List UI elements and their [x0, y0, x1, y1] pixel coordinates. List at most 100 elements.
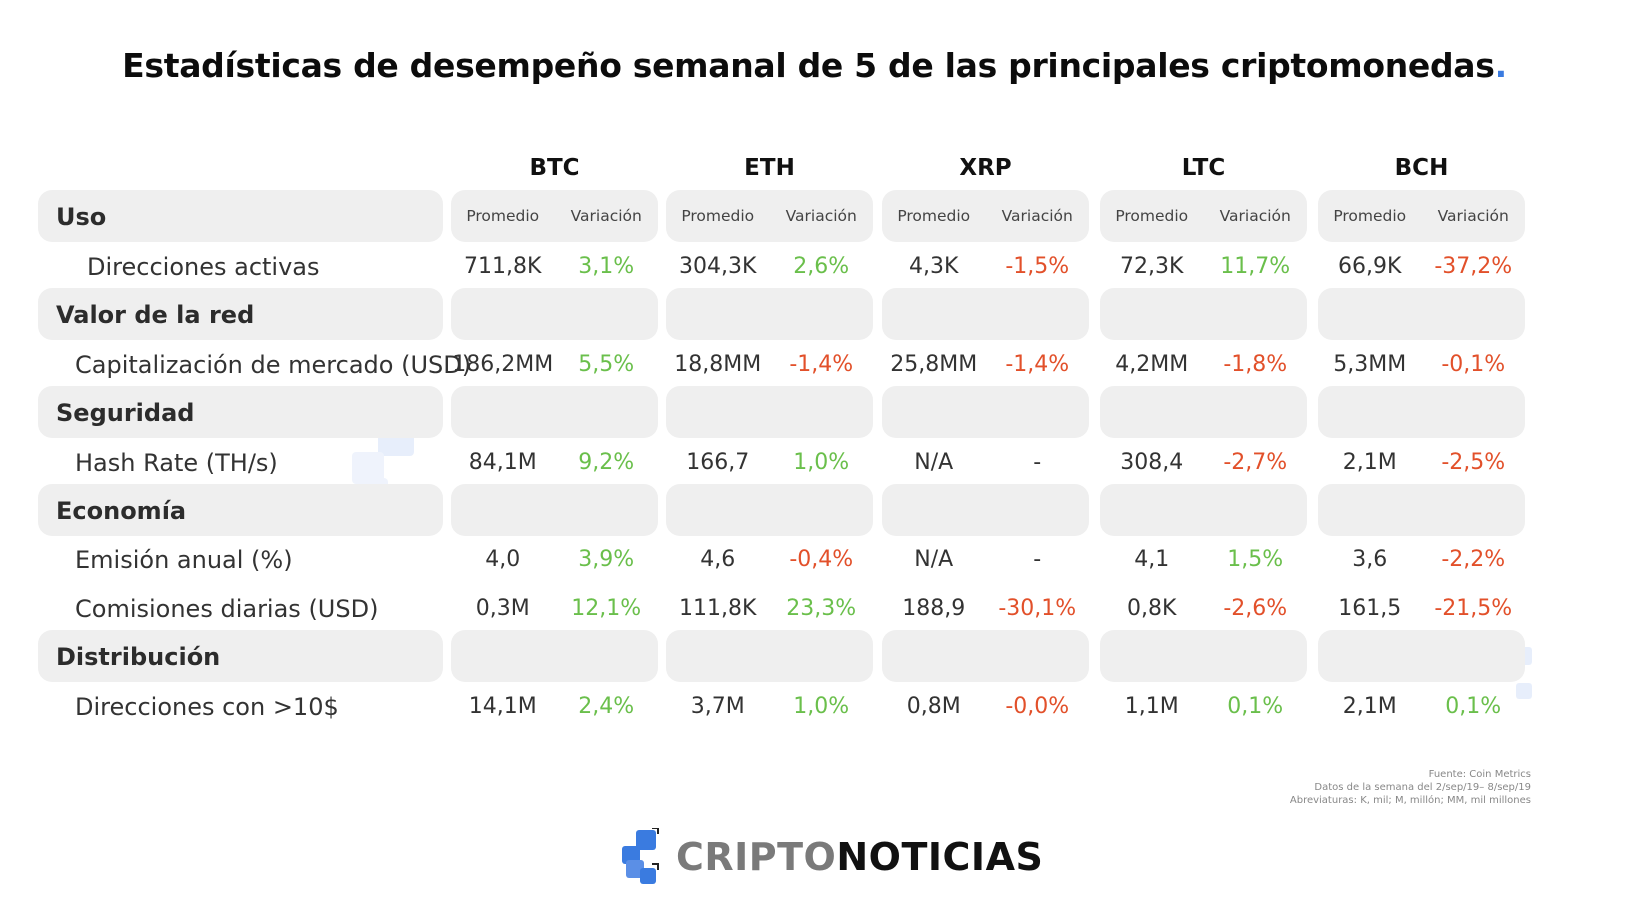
coin-header-ltc: LTC — [1181, 155, 1226, 181]
cell-promedio: 4,1 — [1134, 547, 1170, 572]
category-band-cell — [666, 386, 873, 438]
category-band-cell — [882, 288, 1089, 340]
cell-variacion: 23,3% — [786, 596, 857, 621]
row-label-direcciones-activas: Direcciones activas — [87, 253, 320, 281]
coin-header-bch: BCH — [1394, 155, 1449, 181]
cell-promedio: 188,9 — [902, 596, 966, 621]
category-band-cell — [1100, 630, 1307, 682]
cell-promedio: 4,3K — [909, 254, 959, 279]
cell-variacion: 1,0% — [793, 450, 850, 475]
cell-variacion: 2,6% — [793, 254, 850, 279]
cell-variacion: 11,7% — [1220, 254, 1291, 279]
cell-promedio: 186,2MM — [452, 352, 554, 377]
cell-promedio: 14,1M — [468, 694, 537, 719]
subheader-promedio: Promedio — [1333, 207, 1407, 225]
subheader-variacion: Variación — [1437, 207, 1509, 225]
category-economia: Economía — [56, 497, 187, 525]
category-band-cell — [1318, 386, 1525, 438]
category-band-cell — [666, 288, 873, 340]
cell-variacion: -37,2% — [1434, 254, 1513, 279]
cell-variacion: -1,8% — [1223, 352, 1288, 377]
cell-promedio: 66,9K — [1338, 254, 1402, 279]
category-band-cell — [666, 190, 873, 242]
cell-variacion: -1,5% — [1005, 254, 1070, 279]
subheader-promedio: Promedio — [897, 207, 971, 225]
category-band-cell — [666, 630, 873, 682]
cell-promedio: 304,3K — [679, 254, 757, 279]
cell-variacion: - — [1033, 450, 1042, 475]
category-band-label — [38, 630, 443, 682]
subheader-variacion: Variación — [1219, 207, 1291, 225]
category-band-label — [38, 288, 443, 340]
subheader-variacion: Variación — [785, 207, 857, 225]
brand-name-part2: NOTICIAS — [836, 835, 1044, 879]
cell-variacion: 12,1% — [571, 596, 642, 621]
cell-promedio: 84,1M — [468, 450, 537, 475]
cell-promedio: N/A — [914, 547, 954, 572]
cell-variacion: -0,4% — [789, 547, 854, 572]
cell-promedio: 18,8MM — [674, 352, 762, 377]
cell-variacion: 5,5% — [578, 352, 635, 377]
cell-promedio: 25,8MM — [890, 352, 978, 377]
category-uso: Uso — [56, 203, 107, 231]
coin-header-eth: ETH — [744, 155, 795, 181]
title-text: Estadísticas de desempeño semanal de 5 d… — [122, 46, 1495, 85]
cell-variacion: -0,1% — [1441, 352, 1506, 377]
brand-name-part1: CRIPTO — [676, 835, 837, 879]
category-band-cell — [666, 484, 873, 536]
cell-variacion: 0,1% — [1445, 694, 1502, 719]
category-band-cell — [1318, 484, 1525, 536]
cell-promedio: 0,8K — [1127, 596, 1177, 621]
cell-variacion: -1,4% — [1005, 352, 1070, 377]
category-band-label — [38, 484, 443, 536]
cell-variacion: -21,5% — [1434, 596, 1513, 621]
category-seguridad: Seguridad — [56, 399, 195, 427]
subheader-promedio: Promedio — [1115, 207, 1189, 225]
cell-promedio: 3,6 — [1352, 547, 1388, 572]
cell-promedio: 0,3M — [475, 596, 530, 621]
cell-variacion: 3,1% — [578, 254, 635, 279]
subheader-promedio: Promedio — [681, 207, 755, 225]
category-band-label — [38, 386, 443, 438]
cell-promedio: 1,1M — [1124, 694, 1179, 719]
subheader-promedio: Promedio — [466, 207, 540, 225]
cell-variacion: 0,1% — [1227, 694, 1284, 719]
cell-promedio: 72,3K — [1120, 254, 1184, 279]
cell-promedio: N/A — [914, 450, 954, 475]
cell-variacion: 1,0% — [793, 694, 850, 719]
row-label-capitalizacion: Capitalización de mercado (USD) — [75, 351, 472, 379]
cell-variacion: -2,5% — [1441, 450, 1506, 475]
category-distribucion: Distribución — [56, 643, 221, 671]
subheader-variacion: Variación — [1001, 207, 1073, 225]
cell-promedio: 166,7 — [686, 450, 750, 475]
cell-variacion: -2,2% — [1441, 547, 1506, 572]
cell-promedio: 711,8K — [464, 254, 542, 279]
period-note: Datos de la semana del 2/sep/19– 8/sep/1… — [1314, 782, 1531, 793]
brand-name: CRIPTONOTICIAS — [676, 832, 1043, 882]
cell-variacion: -0,0% — [1005, 694, 1070, 719]
category-band-cell — [1100, 484, 1307, 536]
category-band-cell — [1318, 630, 1525, 682]
category-band-cell — [451, 190, 658, 242]
row-label-hash-rate: Hash Rate (TH/s) — [75, 449, 278, 477]
category-band-cell — [1318, 288, 1525, 340]
category-band-cell — [1100, 190, 1307, 242]
cell-promedio: 111,8K — [679, 596, 757, 621]
cell-promedio: 3,7M — [690, 694, 745, 719]
cell-variacion: -2,7% — [1223, 450, 1288, 475]
cell-variacion: 1,5% — [1227, 547, 1284, 572]
cell-variacion: 9,2% — [578, 450, 635, 475]
category-band-label — [38, 190, 443, 242]
cell-promedio: 4,6 — [700, 547, 736, 572]
subheader-variacion: Variación — [570, 207, 642, 225]
cell-promedio: 2,1M — [1342, 450, 1397, 475]
row-label-direcciones-10: Direcciones con >10$ — [75, 693, 339, 721]
cell-promedio: 308,4 — [1120, 450, 1184, 475]
source-note: Fuente: Coin Metrics — [1428, 769, 1531, 780]
category-band-cell — [882, 386, 1089, 438]
cell-variacion: 2,4% — [578, 694, 635, 719]
criptonoticias-logo-icon — [622, 828, 659, 884]
category-band-cell — [451, 484, 658, 536]
cell-promedio: 4,0 — [485, 547, 521, 572]
row-label-comisiones-diarias: Comisiones diarias (USD) — [75, 595, 379, 623]
